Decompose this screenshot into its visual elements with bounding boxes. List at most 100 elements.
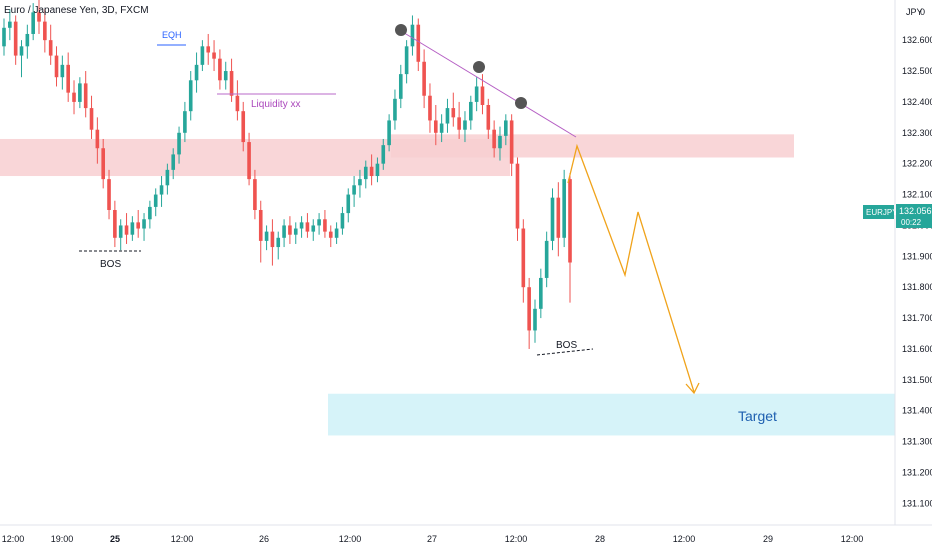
candle-body	[352, 185, 356, 195]
price-tick-label: 131.200	[902, 468, 932, 478]
price-tick-label: 131.100	[902, 498, 932, 508]
price-tick-label: 132.400	[902, 97, 932, 107]
price-tick-label: 132.300	[902, 128, 932, 138]
candle-body	[492, 129, 496, 149]
candle-body	[258, 210, 263, 241]
candle-body	[159, 185, 164, 195]
bos-left-label: BOS	[100, 259, 121, 270]
candle-body	[515, 163, 520, 229]
candle-body	[317, 219, 321, 226]
time-tick-label: 12:00	[505, 534, 528, 544]
candle-body	[13, 21, 18, 56]
badge-price-bg	[896, 204, 932, 228]
candle-body	[550, 197, 555, 241]
price-tick-label: 131.800	[902, 282, 932, 292]
candle-body	[363, 166, 368, 180]
candle-body	[544, 240, 549, 278]
candle-body	[253, 179, 257, 210]
liquidity-label: Liquidity xx	[251, 99, 300, 110]
candle-body	[369, 166, 374, 177]
price-tick-label: 131.500	[902, 375, 932, 385]
candles-layer	[2, 0, 572, 349]
candle-body	[323, 219, 327, 232]
candle-body	[31, 12, 35, 34]
candle-body	[393, 98, 397, 121]
candle-body	[130, 222, 135, 235]
candle-body	[48, 40, 53, 56]
candle-body	[247, 142, 251, 180]
candle-body	[288, 225, 292, 235]
candle-body	[218, 58, 222, 81]
candle-body	[229, 71, 234, 96]
candle-body	[19, 46, 24, 56]
price-tick-label: 131.300	[902, 437, 932, 447]
candle-body	[25, 33, 30, 47]
candle-body	[480, 86, 485, 105]
time-tick-label: 12:00	[2, 534, 25, 544]
candle-body	[358, 179, 362, 186]
candle-body	[562, 179, 566, 238]
candle-body	[375, 163, 380, 177]
candle-body	[398, 74, 403, 99]
candle-body	[153, 194, 158, 207]
eqh-label: EQH	[162, 30, 182, 40]
candle-body	[556, 197, 561, 238]
time-axis[interactable]: 12:00 19:00 25 12:00 26 12:00 27 12:00 28 12:00 29…	[0, 524, 932, 544]
badge-symbol: EURJPY	[866, 208, 898, 217]
candle-body	[206, 46, 211, 53]
zones-layer	[0, 134, 895, 436]
candle-body	[474, 86, 479, 102]
candle-body	[422, 61, 426, 96]
price-axis[interactable]: JPY 0 132.600 132.500 132.400 132.300 132.20…	[894, 0, 932, 525]
candle-body	[270, 231, 275, 248]
currency-label: JPY	[906, 7, 923, 17]
candle-body	[521, 228, 526, 288]
descending-trendline	[400, 30, 577, 138]
candle-body	[72, 92, 76, 102]
candle-body	[83, 83, 88, 109]
candle-body	[334, 228, 339, 238]
candle-body	[171, 154, 176, 170]
candle-body	[101, 148, 106, 180]
current-price-badge: EURJPY 132.056 00:22	[863, 204, 932, 228]
bos-right-label: BOS	[556, 340, 577, 351]
candle-body	[54, 55, 59, 78]
candle-body	[387, 120, 391, 146]
candle-body	[468, 101, 473, 121]
plot-area[interactable]	[0, 0, 895, 525]
candle-body	[457, 117, 461, 130]
candle-body	[212, 52, 216, 59]
candle-body	[428, 95, 432, 121]
target-zone	[328, 393, 895, 436]
candle-body	[346, 194, 351, 214]
time-tick-label: 12:00	[841, 534, 864, 544]
price-tick-label: 132.500	[902, 66, 932, 76]
time-tick-label: 28	[595, 534, 605, 544]
candle-body	[78, 83, 82, 102]
badge-price: 132.056	[899, 206, 932, 216]
candle-body	[276, 237, 281, 248]
pivot-high-1	[395, 24, 407, 36]
candle-body	[188, 80, 193, 112]
candle-body	[194, 64, 199, 81]
pivot-high-3	[515, 97, 527, 109]
candle-body	[439, 123, 444, 133]
time-tick-label: 12:00	[171, 534, 194, 544]
projection-arrowhead	[685, 382, 700, 395]
candle-body	[486, 105, 491, 130]
candle-body	[136, 222, 141, 229]
candle-body	[235, 95, 240, 112]
candle-body	[142, 219, 146, 229]
candle-body	[2, 27, 6, 47]
price-tick-label: 132.200	[902, 159, 932, 169]
candle-body	[328, 231, 333, 238]
candle-body	[568, 179, 572, 263]
candle-body	[509, 120, 514, 164]
candle-body	[8, 21, 12, 28]
candle-body	[404, 46, 409, 75]
candle-body	[60, 64, 65, 78]
price-tick-label: 131.700	[902, 313, 932, 323]
candle-body	[533, 308, 537, 331]
candle-body	[107, 179, 111, 210]
